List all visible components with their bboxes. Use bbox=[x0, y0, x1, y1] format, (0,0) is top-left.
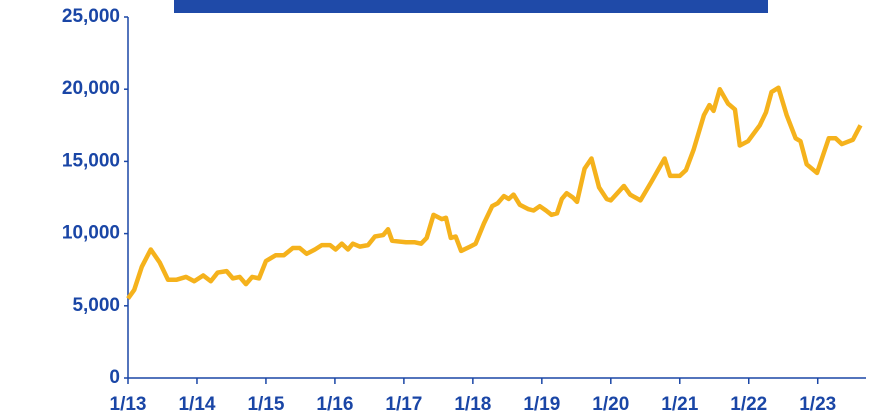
x-tick-label: 1/14 bbox=[178, 394, 215, 415]
x-tick-label: 1/15 bbox=[247, 394, 284, 415]
x-tick-label: 1/16 bbox=[316, 394, 353, 415]
y-tick-label: 0 bbox=[109, 367, 120, 388]
x-tick-label: 1/21 bbox=[661, 394, 698, 415]
y-tick-label: 5,000 bbox=[72, 295, 120, 316]
x-tick-label: 1/22 bbox=[730, 394, 767, 415]
line-series bbox=[126, 85, 863, 300]
title-banner bbox=[174, 0, 768, 13]
x-tick-label: 1/17 bbox=[385, 394, 422, 415]
y-tick-label: 15,000 bbox=[62, 150, 120, 171]
y-tick-label: 10,000 bbox=[62, 223, 120, 244]
x-tick-label: 1/13 bbox=[110, 394, 147, 415]
x-tick-label: 1/20 bbox=[592, 394, 629, 415]
y-tick-label: 20,000 bbox=[62, 78, 120, 99]
y-tick-label: 25,000 bbox=[62, 6, 120, 27]
x-tick-label: 1/18 bbox=[454, 394, 491, 415]
x-tick-label: 1/19 bbox=[523, 394, 560, 415]
x-tick-label: 1/23 bbox=[799, 394, 836, 415]
